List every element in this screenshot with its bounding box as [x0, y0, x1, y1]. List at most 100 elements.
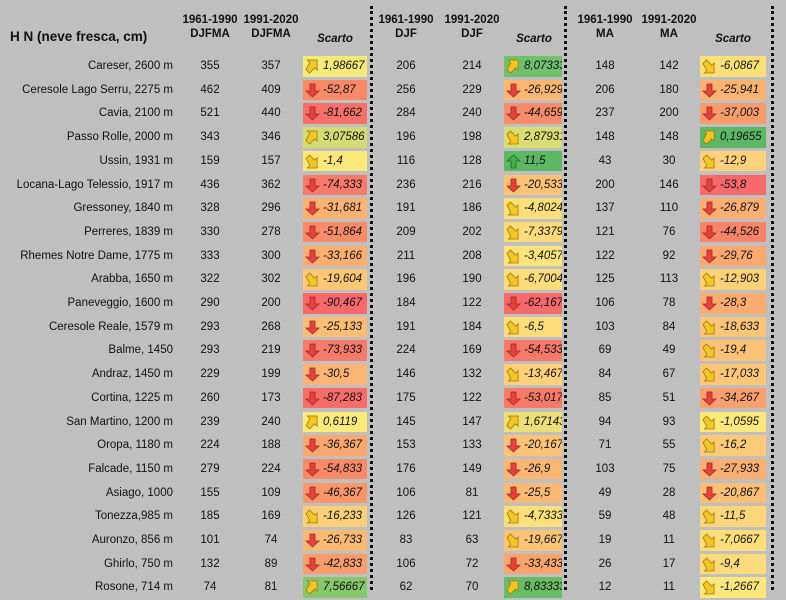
arrow-down-icon	[505, 438, 522, 453]
value-cell: 11	[663, 581, 675, 594]
value-cell: 122	[595, 249, 615, 262]
scarto-value: -44,659	[524, 107, 562, 120]
value-cell: 330	[200, 225, 220, 238]
scarto-value: -7,0667	[720, 534, 760, 546]
scarto-value: -81,662	[323, 107, 363, 120]
scarto-cell: -73,933	[303, 340, 367, 361]
scarto-cell: -3,4057	[504, 245, 562, 267]
value-cell: 55	[662, 439, 676, 452]
value-cell: 147	[462, 415, 482, 428]
scarto-value: 0,19655	[720, 131, 762, 144]
arrow-down-icon	[701, 106, 718, 121]
scarto-value: -46,367	[323, 486, 363, 499]
table-row: Rhemes Notre Dame, 1775 m 333 300 211 208 122…	[0, 244, 786, 269]
scarto-value: -17,033	[720, 368, 760, 381]
scarto-cell: -44,526	[700, 221, 766, 243]
scarto-cell: 0,6119	[303, 411, 367, 433]
value-cell: 101	[200, 534, 220, 546]
scarto-cell: -74,333	[303, 174, 367, 196]
scarto-value: -6,7004	[524, 273, 562, 286]
scarto-value: -31,681	[323, 202, 363, 215]
scarto-value: -34,267	[720, 391, 760, 404]
value-cell: 260	[200, 391, 220, 404]
scarto-value: -37,003	[720, 107, 760, 120]
value-cell: 208	[462, 249, 482, 262]
value-cell: 268	[261, 320, 281, 333]
value-cell: 89	[264, 557, 278, 570]
scarto-cell: -20,167	[504, 435, 562, 456]
arrow-down-icon	[304, 438, 321, 453]
arrow-down-icon	[304, 225, 321, 240]
arrow-down-icon	[304, 320, 321, 335]
scarto-value: -54,833	[323, 462, 363, 475]
arrow-down-right-icon	[506, 272, 521, 287]
value-cell: 200	[261, 297, 281, 309]
scarto-value: -6,5	[524, 320, 544, 333]
arrow-up-right-icon	[305, 59, 320, 74]
scarto-value: -25,5	[524, 486, 551, 499]
scarto-value: -6,0867	[720, 60, 760, 72]
scarto-cell: -33,166	[303, 245, 367, 267]
arrow-down-right-icon	[702, 343, 717, 358]
value-cell: 219	[261, 344, 281, 357]
station-name: Rhemes Notre Dame, 1775 m	[20, 249, 173, 262]
station-name: Falcade, 1150 m	[88, 462, 173, 475]
scarto-value: -12,9	[720, 154, 747, 167]
value-cell: 521	[200, 107, 220, 120]
scarto-cell: -25,5	[504, 482, 562, 504]
scarto-cell: -42,833	[303, 553, 367, 575]
scarto-value: 11,5	[524, 154, 546, 167]
arrow-up-right-icon	[506, 580, 521, 595]
station-name: San Martino, 1200 m	[66, 415, 173, 428]
arrow-down-right-icon	[702, 367, 717, 382]
arrow-down-right-icon	[702, 580, 717, 595]
scarto-cell: -53,017	[504, 387, 562, 409]
table-row: Arabba, 1650 m 322 302 196 190 125 113 -19,604 -…	[0, 267, 786, 292]
arrow-down-right-icon	[506, 130, 521, 145]
value-cell: 49	[598, 486, 612, 499]
value-cell: 191	[396, 320, 416, 333]
scarto-value: 8,83333	[524, 581, 562, 594]
value-cell: 30	[662, 154, 676, 167]
table-row: Asiago, 1000 155 109 106 81 49 28 -46,367 -25,5 -…	[0, 481, 786, 506]
value-cell: 185	[200, 510, 220, 523]
arrow-down-right-icon	[506, 509, 521, 524]
arrow-down-icon	[505, 343, 522, 358]
table-row: Ceresole Lago Serru, 2275 m 462 409 256 229 2…	[0, 78, 786, 103]
station-name: Andraz, 1450 m	[91, 368, 173, 381]
value-cell: 159	[200, 154, 220, 167]
table-row: Auronzo, 856 m 101 74 83 63 19 11 -26,733 -19,66…	[0, 528, 786, 553]
scarto-value: 1,98667	[323, 60, 365, 72]
scarto-value: -33,433	[524, 557, 562, 570]
scarto-cell: -90,467	[303, 293, 367, 314]
scarto-cell: -27,933	[700, 458, 766, 480]
value-cell: 190	[462, 273, 482, 286]
table-row: Gressoney, 1840 m 328 296 191 186 137 110 -31,6…	[0, 196, 786, 221]
scarto-value: -19,604	[323, 273, 363, 286]
scarto-cell: -7,3379	[504, 221, 562, 243]
table-row: Passo Rolle, 2000 m 343 346 196 198 148 148 3,0…	[0, 125, 786, 150]
arrow-down-icon	[701, 201, 718, 216]
scarto-cell: 2,87931	[504, 127, 562, 148]
arrow-down-icon	[304, 533, 321, 548]
value-cell: 74	[203, 581, 217, 594]
value-cell: 155	[200, 486, 220, 499]
value-cell: 81	[264, 581, 278, 594]
header-period-1991-2020-djf: 1991-2020 DJF	[444, 14, 500, 40]
scarto-value: 8,07333	[524, 60, 562, 72]
arrow-down-icon	[505, 557, 522, 572]
scarto-cell: -87,283	[303, 387, 367, 409]
value-cell: 186	[462, 202, 482, 215]
value-cell: 125	[595, 273, 615, 286]
arrow-down-icon	[304, 343, 321, 358]
arrow-down-right-icon	[702, 154, 717, 169]
scarto-cell: -20,533	[504, 174, 562, 196]
table-row: Ghirlo, 750 m 132 89 106 72 26 17 -42,833 -33,43…	[0, 552, 786, 577]
scarto-value: -12,903	[720, 273, 760, 286]
value-cell: 132	[462, 368, 482, 381]
scarto-value: -53,8	[720, 178, 747, 191]
value-cell: 191	[396, 202, 416, 215]
value-cell: 355	[200, 60, 220, 72]
scarto-value: -30,5	[323, 368, 350, 381]
station-name: Asiago, 1000	[105, 486, 173, 499]
